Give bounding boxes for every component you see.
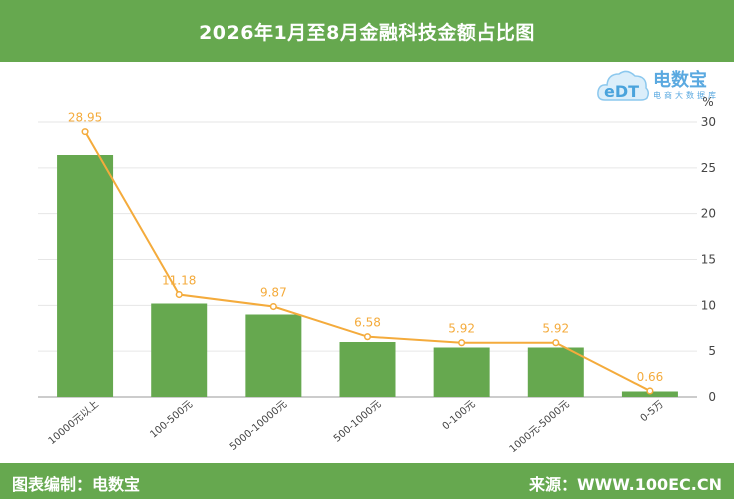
line-point [81,128,89,136]
y-axis-unit: % [702,95,713,109]
bar [151,303,208,397]
line-data-label: 6.58 [354,316,381,330]
line-data-label: 0.66 [637,370,664,384]
x-tick-label: 5000-10000元 [228,399,289,453]
y-tick-label: 30 [701,115,716,129]
line-data-label: 5.92 [448,322,475,336]
logo-brand-name: 电数宝 [653,70,707,91]
data-labels: 28.95 11.18 9.87 6.58 5.92 5.92 0.66 [68,111,663,384]
bar [339,342,396,397]
x-tick-label: 1000元-5000元 [508,399,572,455]
footer-source: 来源：WWW.100EC.CN [528,475,722,494]
line-data-label: 11.18 [162,274,196,288]
logo-mark: eDT [604,82,639,101]
line-data-label: 5.92 [542,322,569,336]
x-tick-label: 0-100元 [441,399,478,433]
y-tick-label: 0 [708,390,716,404]
bar [245,314,302,397]
x-tick-label: 10000元以上 [46,398,101,447]
y-tick-label: 20 [701,207,716,221]
footer-credit: 图表编制：电数宝 [12,475,141,494]
line-point [363,333,372,341]
y-tick-label: 5 [708,344,716,358]
line-point [175,290,183,299]
footer-banner: 图表编制：电数宝 来源：WWW.100EC.CN [0,463,734,499]
bars [57,155,678,397]
line-point [552,339,560,347]
y-tick-label: 10 [701,298,716,312]
axes: 0 5 10 15 20 25 30% 10000元以上 100-500元 5000-10000元… [46,95,716,455]
brand-logo: eDT 电数宝 电商大数据库 [595,62,725,112]
bar-line-chart: 28.95 11.18 9.87 6.58 5.92 5.92 0.66 0 5 10 15 20 2… [38,95,716,455]
gridlines [38,121,697,398]
logo-tagline: 电商大数据库 [653,91,719,100]
y-tick-label: 25 [701,161,716,175]
bar [433,347,490,397]
x-tick-label: 100-500元 [148,399,195,441]
bar [57,155,114,397]
cloud-logo-icon: eDT [597,70,650,101]
line-data-label: 28.95 [68,111,102,125]
x-tick-label: 500-1000元 [332,399,384,445]
line-point [458,339,466,347]
line-data-label: 9.87 [260,286,287,300]
header-banner: 2026年1月至8月金融科技金额占比图 [0,0,734,62]
line-point [646,387,654,395]
line-point [269,302,277,311]
line-series [81,128,654,395]
x-tick-label: 0-5万 [639,399,666,424]
y-tick-label: 15 [701,253,716,267]
chart-title: 2026年1月至8月金融科技金额占比图 [199,21,535,44]
bar [527,347,584,397]
